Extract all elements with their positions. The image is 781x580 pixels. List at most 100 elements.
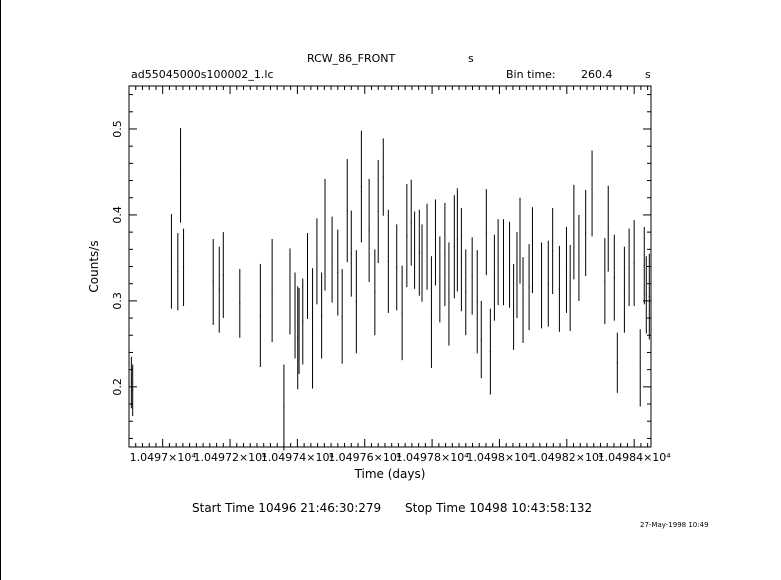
data-point [401,265,403,361]
data-point [418,209,420,296]
data-point [212,238,214,325]
data-point [346,159,348,263]
data-point [271,238,273,343]
data-point [585,190,587,276]
data-point [613,234,615,321]
data-point [565,226,567,313]
data-point [471,237,473,315]
plot-frame [128,85,652,448]
data-point [465,249,467,336]
data-point [643,226,645,305]
data-point [448,242,450,346]
data-point [306,232,308,319]
data-point [312,268,314,389]
chart-title: RCW_86_FRONT [307,52,396,65]
data-point [294,272,296,359]
data-point [316,218,318,305]
bin-time-label: Bin time: [506,68,556,81]
data-point [374,249,376,336]
data-point [331,216,333,303]
data-point [558,245,560,332]
data-point [528,244,530,331]
data-point [297,286,299,390]
chart-title-suffix: s [468,52,474,65]
data-point [396,224,398,311]
x-tick-label: 1.0498×10⁴ [466,451,533,464]
data-point [283,364,285,451]
data-point [239,269,241,338]
x-tick-label: 1.04976×10⁴ [328,451,402,464]
data-point [410,179,412,266]
data-point [170,214,172,309]
data-point [604,238,606,325]
data-point [493,234,495,321]
data-point [341,269,343,364]
filename-label: ad55045000s100002_1.lc [131,68,274,81]
data-point [302,278,304,365]
bin-time-unit: s [645,68,651,81]
x-tick-label: 1.04974×10⁴ [261,451,335,464]
data-point [541,242,543,329]
data-point [480,300,482,379]
data-point [430,256,432,368]
data-point [573,184,575,280]
data-point [218,246,220,333]
data-point [456,188,458,292]
data-point [509,221,511,308]
data-point [485,189,487,276]
data-point [476,250,478,354]
data-point [382,138,384,216]
data-point [623,246,625,333]
data-point [633,220,635,307]
data-point [460,208,462,312]
data-point [350,210,352,297]
data-point [531,207,533,294]
x-tick-label: 1.04984×10⁴ [598,451,672,464]
data-point [426,203,428,290]
data-point [648,253,650,340]
data-point [259,263,261,368]
data-point [368,178,370,282]
stop-time-text: Stop Time 10498 10:43:58:132 [405,501,593,515]
data-point [324,178,326,291]
x-tick-label: 1.04982×10⁴ [530,451,604,464]
data-point [321,272,323,359]
data-point [130,356,132,409]
data-point [645,256,647,334]
plot-date-stamp: 27-May-1998 10:49 [640,521,709,529]
data-point [578,214,580,301]
data-point [489,308,491,395]
window-edge [0,0,1,580]
y-axis-label: Counts/s [87,240,101,292]
data-point [406,183,408,288]
data-point [516,232,518,319]
data-point [519,197,521,284]
data-point [497,219,499,306]
data-point [289,248,291,335]
y-tick-label: 0.4 [111,206,124,224]
data-point [502,219,504,306]
data-point [132,364,134,417]
data-point [444,202,446,307]
data-point [421,224,423,302]
data-point [453,195,455,299]
x-axis-label: Time (days) [354,467,426,481]
data-point [360,130,362,243]
data-point [298,287,300,374]
data-point [434,199,436,286]
data-point [387,209,389,313]
data-point [552,208,554,295]
y-tick-label: 0.2 [111,378,124,396]
data-point [177,232,179,311]
data-point [355,250,357,354]
data-point [607,185,609,272]
x-tick-label: 1.04972×10⁴ [193,451,267,464]
data-point [180,128,182,223]
bin-time-value: 260.4 [581,68,613,81]
data-point [628,228,630,307]
data-point [183,228,185,307]
x-tick-label: 1.04978×10⁴ [396,451,470,464]
data-point [377,159,379,264]
data-point [591,150,593,237]
